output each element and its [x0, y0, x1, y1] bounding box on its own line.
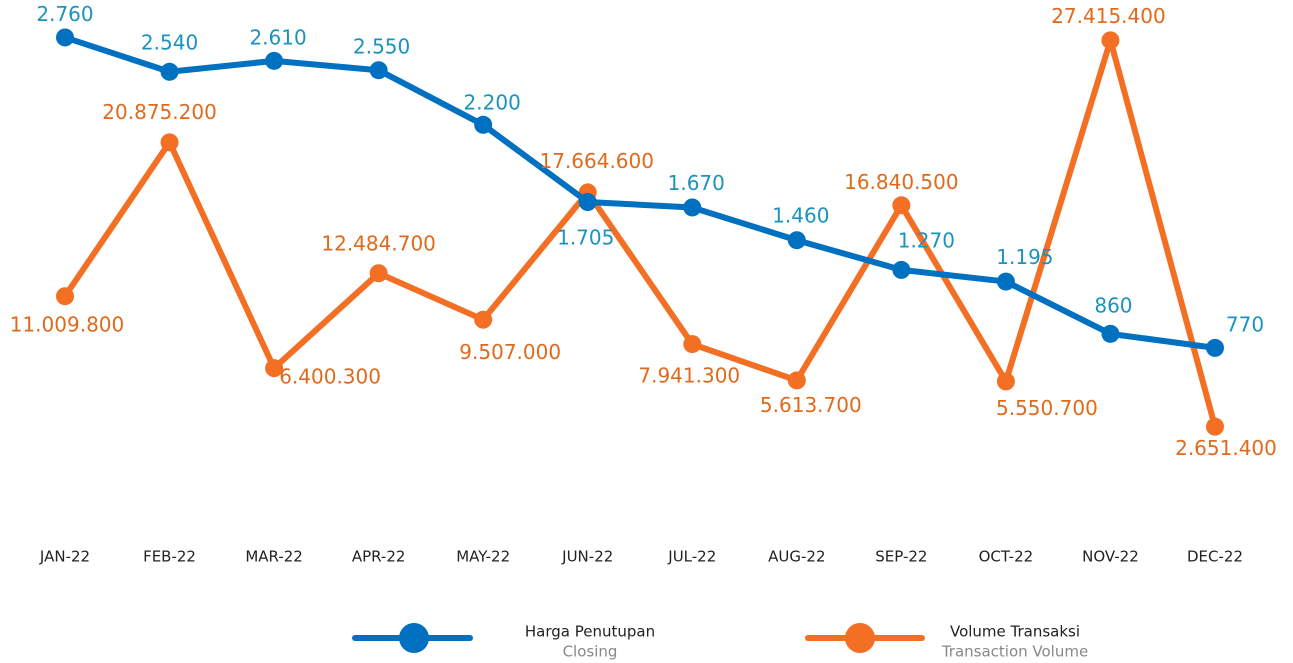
data-label: 860 — [1094, 293, 1132, 317]
data-point — [787, 371, 806, 390]
x-tick-label: FEB-22 — [143, 548, 196, 566]
data-label: 2.760 — [36, 2, 93, 26]
legend-sublabel: Transaction Volume — [941, 643, 1088, 661]
data-point — [56, 287, 74, 306]
data-label: 1.670 — [668, 171, 725, 195]
x-tick-label: SEP-22 — [875, 548, 927, 566]
data-point — [996, 272, 1015, 291]
data-point — [474, 115, 493, 134]
data-label: 2.540 — [141, 30, 198, 54]
x-tick-label: AUG-22 — [768, 548, 825, 566]
data-label: 12.484.700 — [321, 232, 436, 256]
x-tick-label: DEC-22 — [1187, 548, 1243, 566]
data-point — [474, 310, 493, 329]
data-point — [683, 335, 702, 354]
data-label: 1.195 — [996, 245, 1053, 269]
legend-item: Volume Transaksi Transaction Volume — [805, 623, 1088, 661]
legend-label: Volume Transaksi — [950, 623, 1080, 641]
data-label: 7.941.300 — [638, 364, 740, 388]
data-label: 1.705 — [557, 226, 614, 250]
x-tick-label: JUL-22 — [667, 548, 716, 566]
data-point — [578, 193, 597, 212]
data-label: 1.270 — [898, 228, 955, 252]
data-point — [369, 61, 388, 80]
data-label: 5.550.700 — [996, 396, 1098, 420]
data-label: 2.550 — [353, 35, 410, 59]
x-tick-label: NOV-22 — [1082, 548, 1139, 566]
data-point — [265, 359, 284, 378]
data-point — [892, 196, 911, 215]
data-point — [265, 51, 284, 70]
legend-label: Harga Penutupan — [525, 623, 655, 641]
legend-item: Harga Penutupan Closing — [352, 623, 655, 661]
data-label: 17.664.600 — [539, 149, 654, 173]
legend-marker — [845, 623, 875, 653]
data-label: 20.875.200 — [102, 100, 217, 124]
data-label: 11.009.800 — [10, 313, 125, 337]
data-point — [160, 133, 179, 152]
x-tick-label: JAN-22 — [39, 548, 90, 566]
data-point — [1206, 417, 1224, 436]
data-point — [1101, 31, 1120, 50]
data-label: 16.840.500 — [844, 170, 959, 194]
data-label: 9.507.000 — [459, 340, 561, 364]
x-tick-label: MAY-22 — [456, 548, 510, 566]
data-label: 6.400.300 — [279, 365, 381, 389]
data-point — [996, 372, 1015, 391]
x-tick-label: APR-22 — [352, 548, 406, 566]
data-label: 2.610 — [249, 25, 306, 49]
data-label: 2.200 — [464, 90, 521, 114]
data-point — [892, 260, 911, 279]
x-tick-label: OCT-22 — [979, 548, 1034, 566]
data-point — [787, 231, 806, 250]
data-label: 2.651.400 — [1175, 436, 1277, 460]
data-point — [160, 62, 179, 81]
data-point — [1206, 338, 1224, 357]
data-label: 27.415.400 — [1051, 4, 1166, 28]
data-label: 5.613.700 — [760, 393, 862, 417]
legend-sublabel: Closing — [563, 643, 618, 661]
data-point — [1101, 324, 1120, 343]
x-tick-label: MAR-22 — [245, 548, 303, 566]
legend-marker — [399, 623, 429, 653]
data-label: 770 — [1226, 312, 1264, 336]
data-label: 1.460 — [772, 204, 829, 228]
series-line — [64, 34, 1216, 351]
data-point — [369, 264, 388, 283]
x-tick-label: JUN-22 — [561, 548, 613, 566]
series-line — [62, 37, 1218, 428]
data-point — [56, 28, 74, 47]
data-point — [683, 198, 702, 217]
